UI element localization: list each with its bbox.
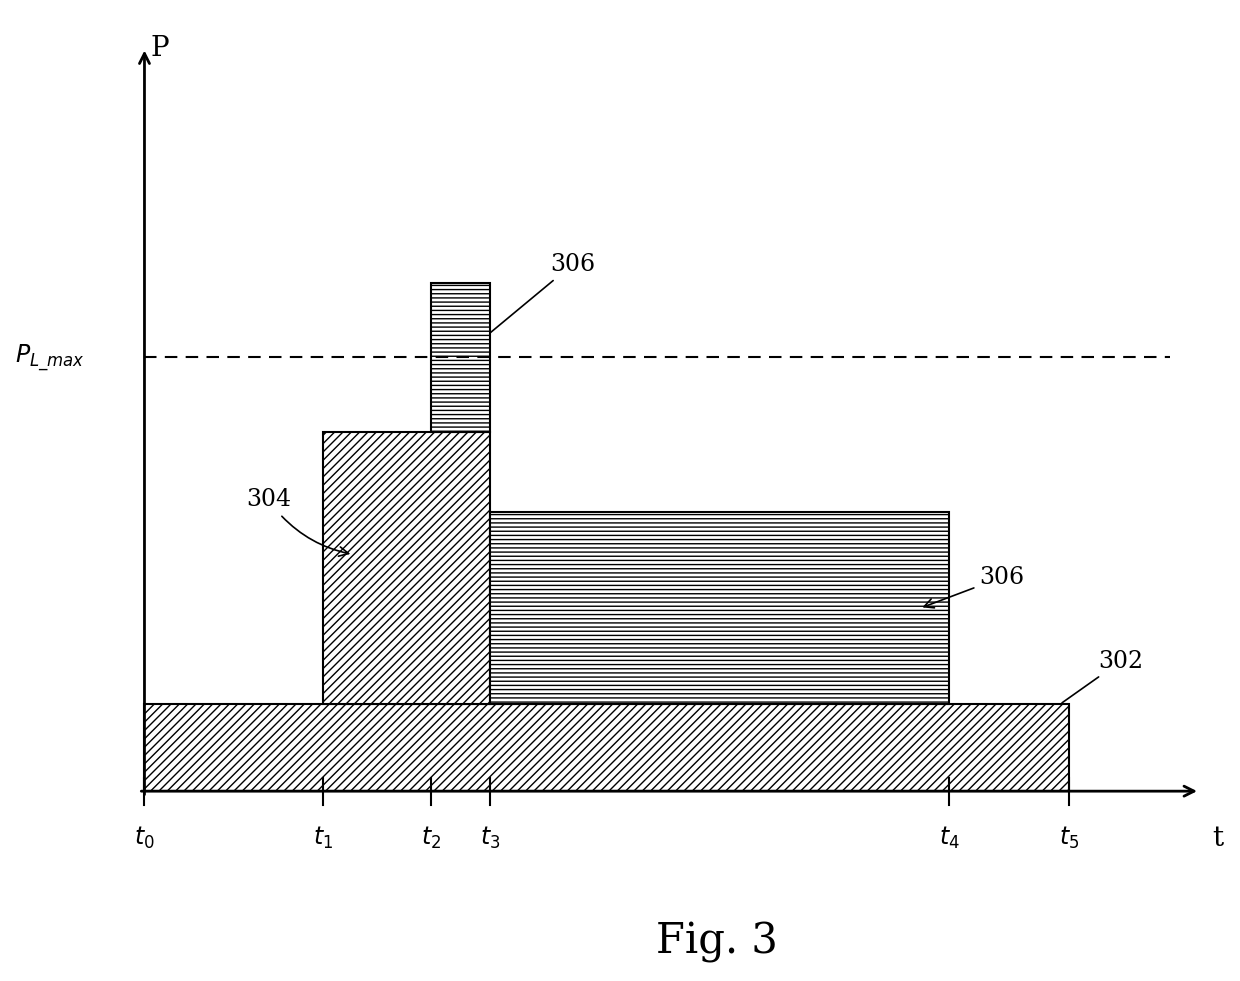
Bar xyxy=(324,432,490,704)
Text: 306: 306 xyxy=(464,253,595,354)
Text: P: P xyxy=(150,35,169,62)
Text: $t_5$: $t_5$ xyxy=(1059,825,1079,852)
Text: $t_1$: $t_1$ xyxy=(314,825,334,852)
Text: Fig. 3: Fig. 3 xyxy=(656,921,777,963)
Bar xyxy=(145,704,1069,791)
Text: t: t xyxy=(1213,825,1224,852)
Text: $P_{L\_max}$: $P_{L\_max}$ xyxy=(15,342,84,373)
Text: $t_4$: $t_4$ xyxy=(939,825,960,852)
Text: 304: 304 xyxy=(246,489,348,556)
Text: $t_2$: $t_2$ xyxy=(420,825,440,852)
Bar xyxy=(490,512,950,704)
Text: 306: 306 xyxy=(924,566,1024,608)
Text: $t_3$: $t_3$ xyxy=(480,825,501,852)
Text: $t_0$: $t_0$ xyxy=(134,825,155,852)
Bar xyxy=(430,284,490,432)
Text: 302: 302 xyxy=(1061,649,1143,702)
